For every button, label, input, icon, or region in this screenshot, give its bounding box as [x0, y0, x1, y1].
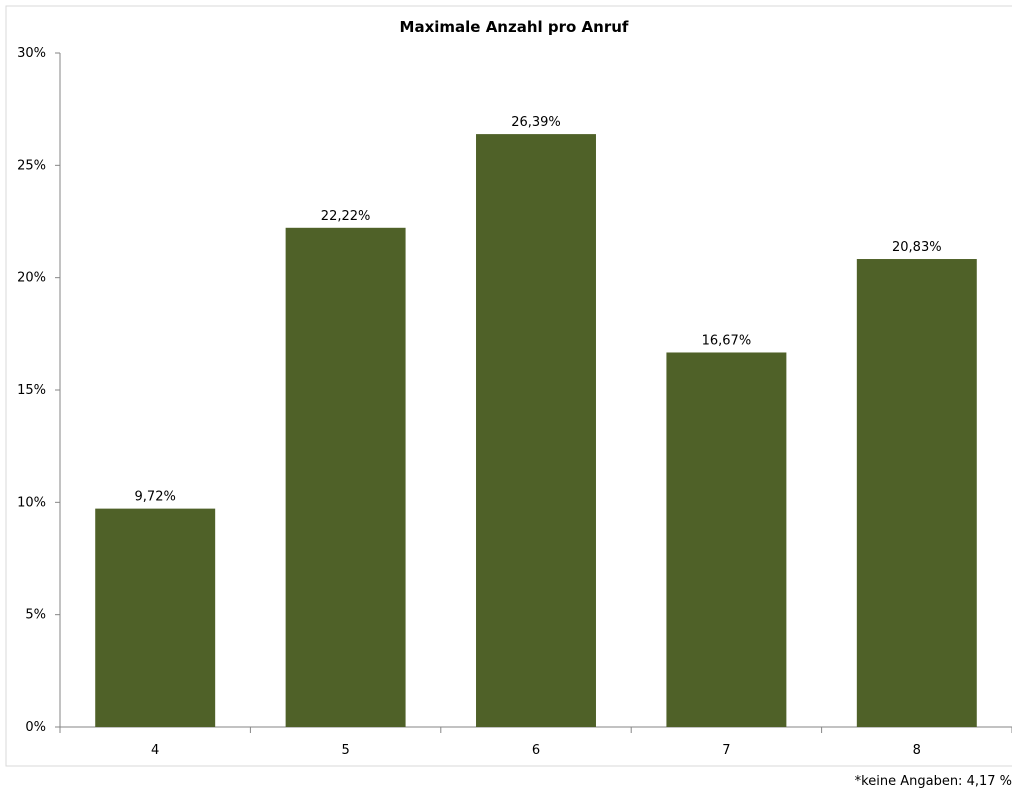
- x-tick-label-8: 8: [913, 743, 921, 758]
- y-tick-label: 0%: [25, 720, 46, 735]
- bar-6: [476, 134, 596, 727]
- bars: 9,72% 22,22% 26,39% 16,67% 20,83%: [95, 115, 977, 728]
- bar-5: [285, 227, 406, 728]
- y-tick-label: 10%: [17, 495, 46, 510]
- x-tick-label-5: 5: [341, 743, 349, 758]
- y-tick-label: 20%: [17, 271, 46, 286]
- bar-7: [666, 352, 787, 727]
- bar-8: [856, 259, 977, 727]
- x-tick-label-4: 4: [151, 743, 159, 758]
- data-label-8: 20,83%: [892, 240, 942, 255]
- y-tick-label: 5%: [25, 608, 46, 623]
- data-label-5: 22,22%: [321, 209, 371, 224]
- y-tick-label: 30%: [17, 46, 46, 61]
- x-tick-label-6: 6: [532, 743, 540, 758]
- chart-title: Maximale Anzahl pro Anruf: [400, 18, 629, 36]
- chart-border: [5, 5, 1012, 767]
- y-tick-label: 25%: [17, 158, 46, 173]
- bar-4: [95, 508, 216, 727]
- data-label-6: 26,39%: [511, 115, 561, 130]
- y-axis: 0% 5% 10% 15% 20% 25% 30%: [17, 46, 61, 735]
- footnote: *keine Angaben: 4,17 %: [855, 774, 1012, 789]
- y-tick-label: 15%: [17, 383, 46, 398]
- x-tick-label-7: 7: [722, 743, 730, 758]
- data-label-4: 9,72%: [135, 490, 176, 505]
- data-label-7: 16,67%: [702, 333, 752, 348]
